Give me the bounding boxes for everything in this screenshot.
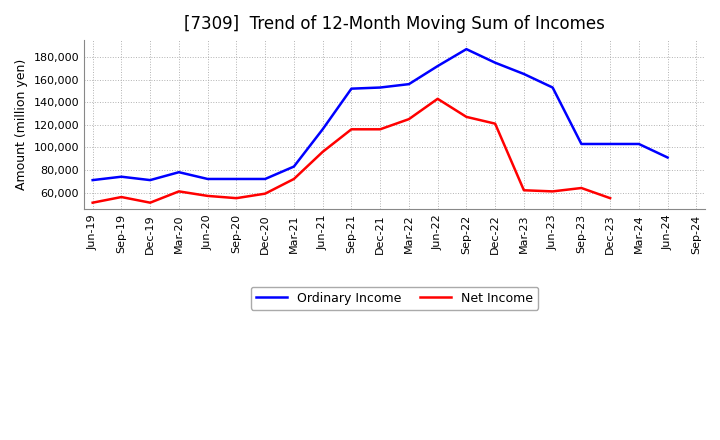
Ordinary Income — [203, 176, 212, 182]
Net Income — [203, 193, 212, 198]
Line: Ordinary Income: Ordinary Income — [93, 49, 667, 180]
Net Income — [606, 195, 614, 201]
Ordinary Income — [405, 81, 413, 87]
Ordinary Income — [491, 60, 500, 65]
Legend: Ordinary Income, Net Income: Ordinary Income, Net Income — [251, 287, 539, 310]
Net Income — [289, 176, 298, 182]
Net Income — [174, 189, 183, 194]
Net Income — [347, 127, 356, 132]
Ordinary Income — [146, 177, 155, 183]
Ordinary Income — [462, 47, 471, 52]
Net Income — [232, 195, 240, 201]
Ordinary Income — [289, 164, 298, 169]
Net Income — [261, 191, 269, 196]
Net Income — [405, 117, 413, 122]
Ordinary Income — [433, 63, 442, 69]
Y-axis label: Amount (million yen): Amount (million yen) — [15, 59, 28, 191]
Net Income — [462, 114, 471, 120]
Ordinary Income — [606, 141, 614, 147]
Net Income — [549, 189, 557, 194]
Ordinary Income — [376, 85, 384, 90]
Ordinary Income — [520, 71, 528, 77]
Ordinary Income — [663, 155, 672, 160]
Net Income — [491, 121, 500, 126]
Ordinary Income — [117, 174, 126, 180]
Net Income — [89, 200, 97, 205]
Ordinary Income — [89, 177, 97, 183]
Net Income — [577, 185, 585, 191]
Ordinary Income — [261, 176, 269, 182]
Net Income — [146, 200, 155, 205]
Net Income — [520, 187, 528, 193]
Ordinary Income — [577, 141, 585, 147]
Ordinary Income — [318, 127, 327, 132]
Ordinary Income — [549, 85, 557, 90]
Line: Net Income: Net Income — [93, 99, 610, 203]
Ordinary Income — [347, 86, 356, 91]
Net Income — [117, 194, 126, 200]
Title: [7309]  Trend of 12-Month Moving Sum of Incomes: [7309] Trend of 12-Month Moving Sum of I… — [184, 15, 605, 33]
Ordinary Income — [232, 176, 240, 182]
Net Income — [433, 96, 442, 102]
Ordinary Income — [174, 169, 183, 175]
Ordinary Income — [634, 141, 643, 147]
Net Income — [318, 149, 327, 154]
Net Income — [376, 127, 384, 132]
